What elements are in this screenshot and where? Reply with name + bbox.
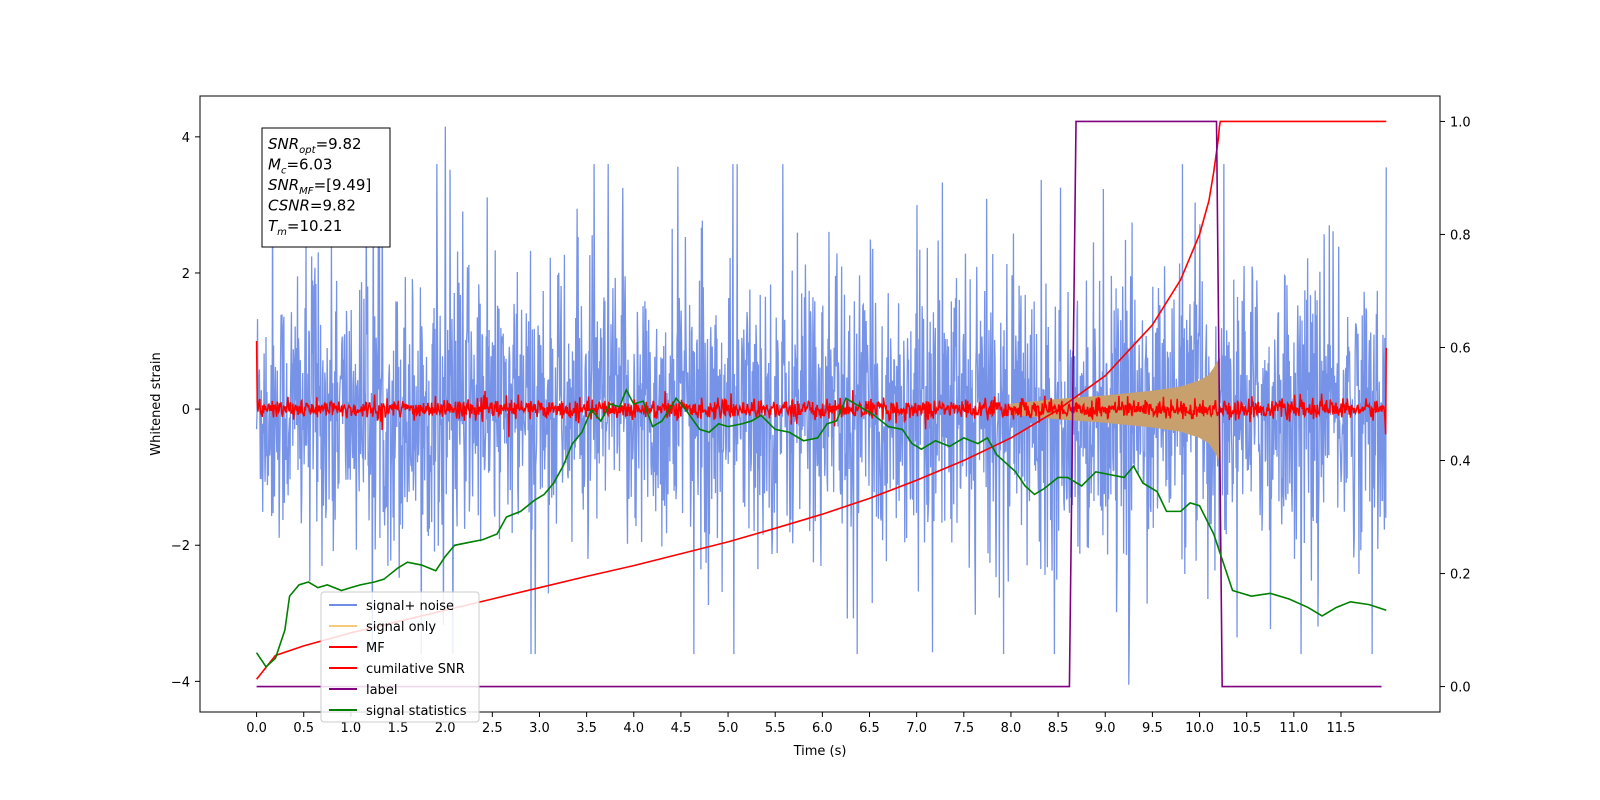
legend-label: MF (366, 641, 385, 656)
y-tick-label: 0 (182, 403, 190, 418)
y-tick-label: −2 (171, 539, 190, 554)
x-tick-label: 11.5 (1327, 721, 1356, 736)
legend-label: cumilative SNR (366, 662, 465, 677)
annotation-line: Mc=6.03 (268, 156, 332, 177)
x-axis-label: Time (s) (793, 744, 847, 759)
annotation-symbol: SNR (268, 135, 299, 153)
x-tick-label: 10.0 (1185, 721, 1214, 736)
x-tick-label: 7.0 (906, 721, 927, 736)
x-tick-label: 2.0 (435, 721, 456, 736)
x-tick-label: 1.0 (341, 721, 362, 736)
series-signal-noise-line (255, 126, 1387, 685)
y2-tick-label: 0.4 (1450, 455, 1471, 470)
y-axis-label: Whitened strain (149, 352, 164, 455)
x-tick-label: 0.0 (246, 721, 267, 736)
x-tick-label: 4.5 (671, 721, 692, 736)
x-tick-label: 5.5 (765, 721, 786, 736)
annotation-symbol: M (268, 156, 281, 174)
legend-label: label (366, 683, 397, 698)
annotation-line: SNRMF=[9.49] (268, 176, 371, 197)
annotation-value: =[9.49] (314, 176, 372, 194)
annotation-symbol: T (268, 217, 279, 235)
annotation-symbol: SNR (268, 176, 299, 194)
annotation-value: =6.03 (286, 156, 332, 174)
x-tick-label: 8.0 (1001, 721, 1022, 736)
x-tick-label: 9.0 (1095, 721, 1116, 736)
legend-label: signal statistics (366, 704, 467, 719)
y-tick-label: 2 (182, 267, 190, 282)
annotation-subscript: c (281, 166, 287, 177)
x-tick-label: 6.0 (812, 721, 833, 736)
x-tick-label: 0.5 (293, 721, 314, 736)
annotation-value: =9.82 (316, 135, 362, 153)
x-axis: 0.0 0.5 1.0 1.5 2.0 2.5 3.0 3.5 4.0 4.5 5.0 5.5 6.0 6… (246, 712, 1355, 736)
legend: signal+ noise signal only MF cumilative SNR… (320, 591, 480, 723)
x-tick-label: 3.5 (576, 721, 597, 736)
x-tick-label: 1.5 (388, 721, 409, 736)
annotation-frame (261, 127, 391, 248)
stats-annotation-box: SNRopt=9.82Mc=6.03SNRMF=[9.49]CSNR=9.82T… (261, 127, 391, 248)
annotation-value: =10.21 (287, 217, 343, 235)
annotation-line: CSNR=9.82 (268, 197, 356, 215)
annotation-subscript: opt (299, 145, 316, 156)
legend-frame (320, 591, 480, 723)
annotation-value: =9.82 (310, 197, 356, 215)
y-tick-label: 4 (182, 131, 190, 146)
y-axis-left: −4 −2 0 2 4 (171, 131, 200, 690)
x-tick-label: 6.5 (859, 721, 880, 736)
series-signal-only-line (1010, 358, 1220, 460)
x-tick-label: 2.5 (482, 721, 503, 736)
annotation-symbol: CSNR (268, 197, 310, 215)
x-tick-label: 11.0 (1279, 721, 1308, 736)
y-tick-label: −4 (171, 675, 190, 690)
y2-tick-label: 0.2 (1450, 568, 1471, 583)
annotation-subscript: m (277, 227, 287, 238)
y2-tick-label: 0.8 (1450, 228, 1471, 243)
y2-tick-label: 0.6 (1450, 341, 1471, 356)
y-axis-right: 0.0 0.2 0.4 0.6 0.8 1.0 (1440, 115, 1471, 696)
annotation-subscript: MF (299, 186, 314, 197)
legend-label: signal+ noise (366, 599, 454, 614)
x-tick-label: 4.0 (623, 721, 644, 736)
plot-frame (199, 95, 1441, 713)
x-tick-label: 3.0 (529, 721, 550, 736)
series-label-line (256, 120, 1382, 688)
series-signal-statistics-line (255, 387, 1387, 669)
y2-tick-label: 1.0 (1450, 115, 1471, 130)
x-tick-label: 7.5 (953, 721, 974, 736)
y2-tick-label: 0.0 (1450, 681, 1471, 696)
legend-label: signal only (366, 620, 436, 635)
annotation-line: SNRopt=9.82 (268, 135, 362, 156)
x-tick-label: 8.5 (1048, 721, 1069, 736)
series-mf-line (255, 341, 1387, 438)
annotation-line: Tm=10.21 (268, 217, 342, 238)
x-tick-label: 10.5 (1232, 721, 1261, 736)
x-tick-label: 9.5 (1142, 721, 1163, 736)
x-tick-label: 5.0 (718, 721, 739, 736)
